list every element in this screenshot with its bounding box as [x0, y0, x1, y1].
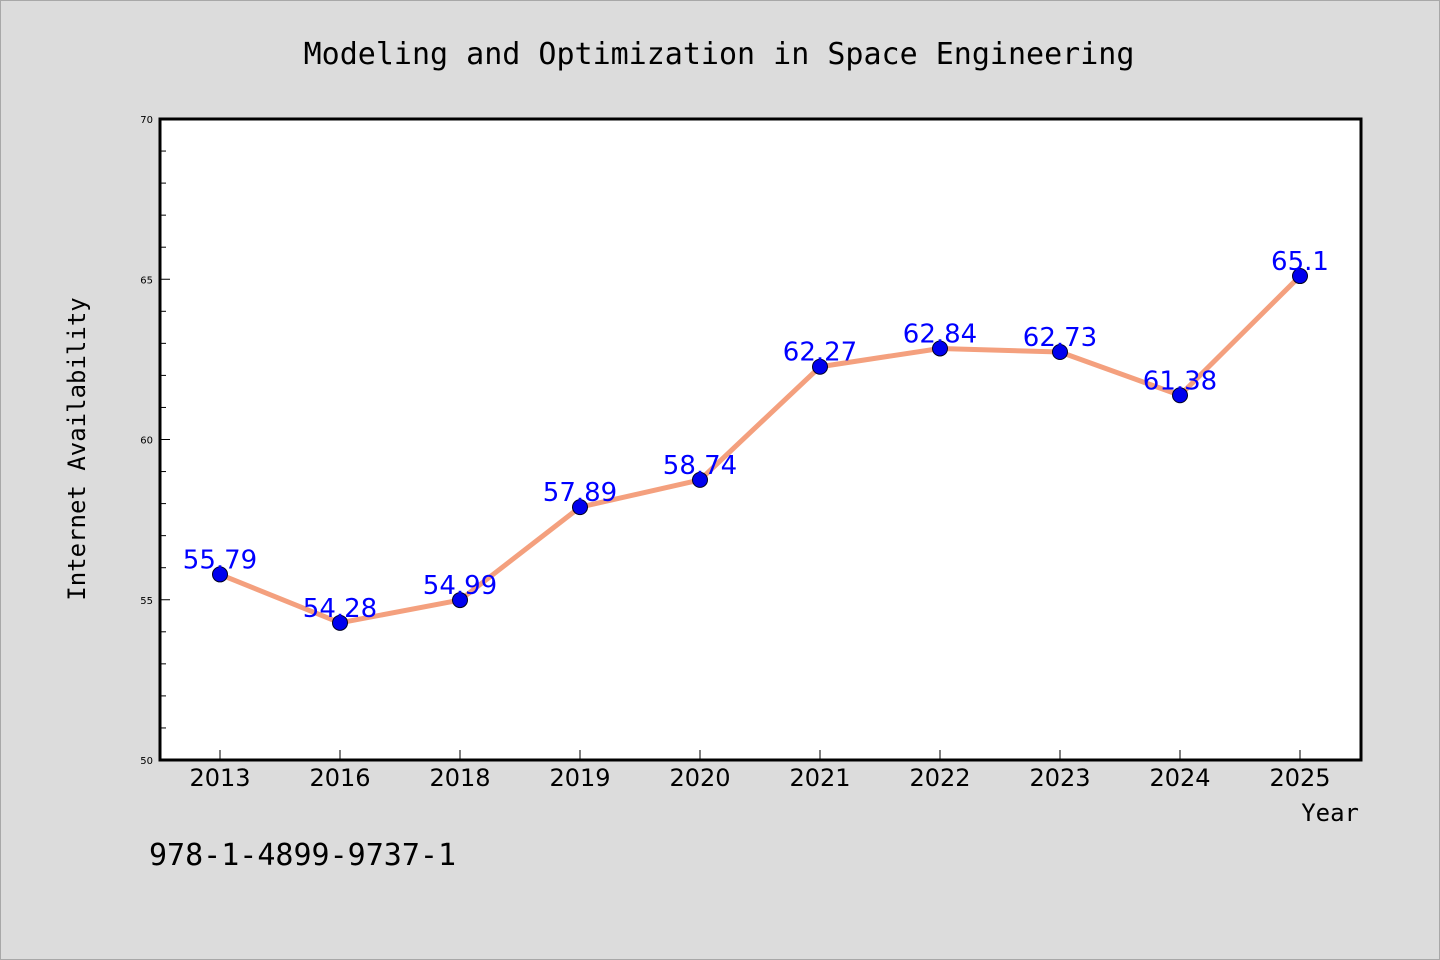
x-tick-label: 2024 [1149, 764, 1210, 792]
data-point [452, 592, 468, 609]
x-axis-label: Year [1301, 799, 1359, 827]
data-label: 57.89 [543, 478, 617, 508]
y-tick-label: 65 [140, 275, 153, 286]
x-axis: 2013 2016 2018 2019 2020 2021 2022 2023 2024 2025 [189, 750, 1331, 792]
data-markers [212, 268, 1308, 631]
x-tick-label: 2025 [1269, 764, 1330, 792]
data-point [212, 566, 228, 583]
x-tick-label: 2023 [1029, 764, 1090, 792]
data-label: 58.74 [663, 451, 737, 481]
y-tick-label: 50 [140, 756, 153, 767]
data-point [932, 340, 948, 357]
chart-title: Modeling and Optimization in Space Engin… [304, 37, 1135, 72]
data-label: 55.79 [183, 545, 257, 575]
data-point [332, 614, 348, 631]
series-line [217, 273, 1303, 626]
data-point [1172, 387, 1188, 404]
y-tick-label: 70 [140, 115, 153, 126]
data-label: 62.27 [783, 338, 857, 368]
x-tick-label: 2020 [669, 764, 730, 792]
x-tick-label: 2016 [309, 764, 370, 792]
data-label: 62.84 [903, 319, 977, 349]
y-tick-label: 55 [140, 596, 153, 607]
x-tick-label: 2019 [549, 764, 610, 792]
x-tick-label: 2021 [789, 764, 850, 792]
annotation-text: 978-1-4899-9737-1 [149, 838, 456, 873]
data-point [572, 499, 588, 516]
x-tick-label: 2022 [909, 764, 970, 792]
data-point [692, 471, 708, 488]
y-axis: 50 55 60 65 70 [140, 115, 170, 767]
data-label: 54.99 [423, 571, 497, 601]
y-tick-label: 60 [140, 436, 153, 447]
data-point [1292, 268, 1308, 285]
data-label: 54.28 [303, 594, 377, 624]
y-axis-label: Internet Availability [63, 297, 91, 600]
x-tick-label: 2013 [189, 764, 250, 792]
data-labels: 55.79 54.28 54.99 57.89 58.74 62.27 62.84 62.73… [183, 247, 1329, 624]
plot-area [158, 117, 1363, 762]
data-point [812, 358, 828, 375]
x-tick-label: 2018 [429, 764, 490, 792]
data-label: 65.1 [1271, 247, 1329, 277]
data-label: 61.38 [1143, 366, 1217, 396]
data-point [1052, 344, 1068, 361]
data-label: 62.73 [1023, 323, 1097, 353]
